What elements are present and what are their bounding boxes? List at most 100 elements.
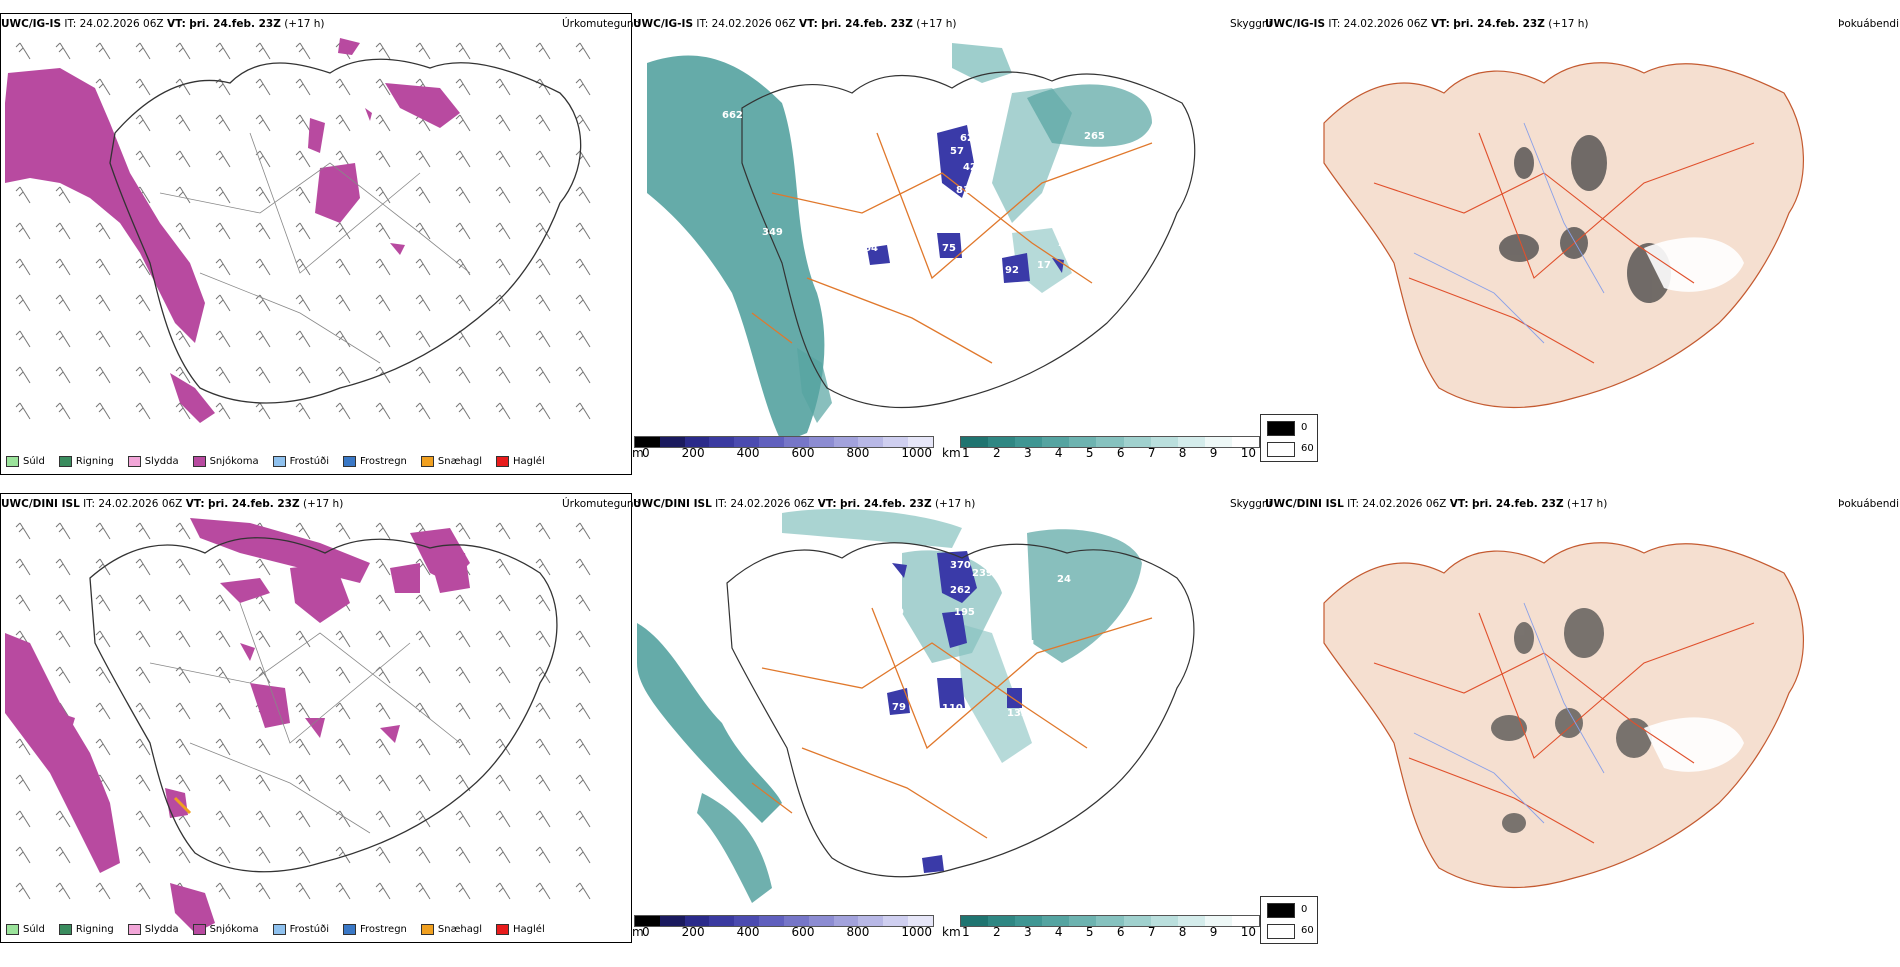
wind-barb — [175, 630, 191, 648]
wind-barb — [95, 366, 111, 384]
wind-barb — [495, 522, 511, 540]
visibility-panel-top: 662 349 627 57 42 81 64 75 92 17 74 265 Skyggni UWC… — [632, 13, 1272, 487]
wind-barb — [575, 366, 591, 384]
precip-legend-swatch — [192, 924, 206, 935]
wind-barb — [55, 666, 71, 684]
visibility-value-label: 74 — [1057, 238, 1071, 249]
wind-barb — [335, 846, 351, 864]
cloud-legend: 0 60 — [1260, 414, 1318, 462]
wind-barb — [255, 846, 271, 864]
wind-barb — [95, 330, 111, 348]
panel-title: UWC/DINI ISL IT: 24.02.2026 06Z VT: þri.… — [1, 498, 344, 510]
visibility-ticks: 1 2 3 4 5 6 7 8 9 10 — [962, 925, 1256, 939]
precip-legend-swatch — [6, 924, 19, 935]
wind-barb — [15, 222, 31, 240]
precip-legend-item: Súld — [6, 924, 45, 935]
precip-legend-item: Snæhagl — [420, 924, 482, 935]
wind-barb — [535, 702, 551, 720]
wind-barb — [535, 630, 551, 648]
wind-barb — [295, 666, 311, 684]
wind-barb — [495, 330, 511, 348]
wind-barb — [455, 366, 471, 384]
wind-barb — [255, 78, 271, 96]
wind-barb — [55, 594, 71, 612]
wind-barb — [575, 522, 591, 540]
visibility-value-label: 105 — [932, 878, 953, 889]
wind-barb — [415, 402, 431, 420]
wind-barb — [575, 810, 591, 828]
wind-barb — [535, 222, 551, 240]
precip-legend: Súld Rigning Slydda Snjókoma Frostúði Frostre… — [6, 924, 545, 935]
wind-barb — [535, 594, 551, 612]
wind-barb — [575, 630, 591, 648]
wind-barb — [255, 222, 271, 240]
ceiling-ticks: 0 200 400 600 800 1000 — [642, 925, 932, 939]
wind-barb — [415, 630, 431, 648]
wind-barb — [375, 222, 391, 240]
precip-legend-swatch — [192, 456, 206, 467]
wind-barb — [415, 186, 431, 204]
wind-barb — [135, 150, 151, 168]
wind-barb — [495, 774, 511, 792]
visibility-value-label: 370 — [950, 560, 971, 571]
wind-barb — [255, 630, 271, 648]
wind-barb — [455, 846, 471, 864]
wind-barb — [295, 522, 311, 540]
ceiling-ticks: 0 200 400 600 800 1000 — [642, 446, 932, 460]
wind-barb — [215, 222, 231, 240]
visibility-value-label: 17 — [1037, 260, 1051, 271]
wind-barb — [135, 666, 151, 684]
wind-barb — [335, 78, 351, 96]
wind-barb — [495, 558, 511, 576]
colorbar-tick: 7 — [1147, 925, 1156, 939]
visibility-colorbar-cell — [1150, 437, 1178, 447]
wind-barb — [535, 522, 551, 540]
wind-barb — [575, 738, 591, 756]
wind-barb — [135, 294, 151, 312]
wind-barb — [295, 366, 311, 384]
precip-legend-label: Rigning — [75, 456, 114, 467]
wind-barb — [295, 294, 311, 312]
wind-barb — [15, 882, 31, 900]
wind-barb — [535, 330, 551, 348]
visibility-colorbar-cell — [1069, 437, 1097, 447]
wind-barb — [55, 330, 71, 348]
wind-barb — [335, 666, 351, 684]
ceiling-unit: m — [632, 446, 644, 460]
wind-barb — [15, 294, 31, 312]
wind-barb — [415, 330, 431, 348]
wind-barb — [55, 366, 71, 384]
wind-barb — [15, 738, 31, 756]
wind-barb — [375, 114, 391, 132]
wind-barb — [135, 114, 151, 132]
wind-barb — [175, 330, 191, 348]
visibility-value-label: 64 — [864, 243, 878, 254]
wind-barb — [15, 330, 31, 348]
precip-legend-label: Frostregn — [360, 456, 407, 467]
colorbar-tick: 400 — [736, 446, 760, 460]
wind-barb — [415, 882, 431, 900]
wind-barb — [335, 630, 351, 648]
wind-barb — [455, 702, 471, 720]
wind-barb — [215, 774, 231, 792]
wind-barb — [255, 810, 271, 828]
wind-barb — [335, 114, 351, 132]
wind-barb — [215, 114, 231, 132]
ceiling-colorbar — [634, 436, 934, 448]
visibility-colorbar-cell — [1123, 916, 1151, 926]
panel-title: UWC/IG-IS IT: 24.02.2026 06Z VT: þri. 24… — [633, 18, 957, 30]
wind-barb — [535, 810, 551, 828]
precip-legend-swatch — [343, 924, 356, 935]
visibility-colorbar-cell — [1096, 437, 1124, 447]
ceiling-colorbar-cell — [734, 916, 760, 926]
wind-barb — [575, 558, 591, 576]
wind-barb — [375, 774, 391, 792]
wind-barb — [495, 186, 511, 204]
visibility-value-label: 627 — [960, 133, 981, 144]
wind-barb — [335, 702, 351, 720]
wind-barb — [255, 186, 271, 204]
ceiling-colorbar-cell — [759, 437, 784, 447]
wind-barb — [135, 558, 151, 576]
colorbar-tick: 8 — [1178, 925, 1187, 939]
